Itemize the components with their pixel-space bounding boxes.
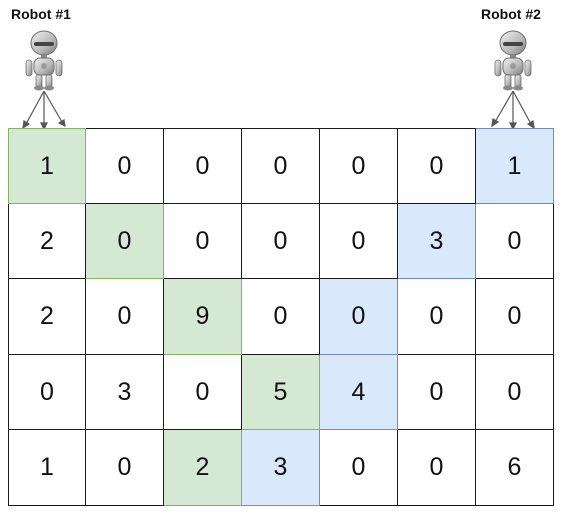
- grid-cell: 0: [164, 128, 242, 204]
- grid-cell: 0: [320, 128, 398, 204]
- grid-cell: 2: [164, 430, 242, 506]
- grid-cell: 0: [242, 204, 320, 279]
- robot-1-move-arrows: [22, 90, 66, 131]
- grid-cell: 1: [476, 128, 554, 204]
- grid-cell: 0: [320, 430, 398, 506]
- grid-cell: 3: [398, 204, 476, 279]
- grid-cell: 1: [8, 430, 86, 506]
- grid-cell: 5: [242, 355, 320, 430]
- grid-cell: 4: [320, 355, 398, 430]
- robot-2-move-arrows: [491, 90, 535, 131]
- robot-1-icon: [22, 30, 66, 131]
- grid-cell: 0: [398, 355, 476, 430]
- grid-cell: 0: [398, 430, 476, 506]
- grid-cell: 3: [242, 430, 320, 506]
- grid-cell: 2: [8, 204, 86, 279]
- grid-cell: 0: [86, 204, 164, 279]
- grid-cell: 9: [164, 279, 242, 355]
- grid-cell: 0: [398, 279, 476, 355]
- robot-2-figure: [494, 30, 532, 91]
- grid-cell: 0: [164, 355, 242, 430]
- grid-cell: 2: [8, 279, 86, 355]
- grid-cell: 0: [320, 279, 398, 355]
- grid-cell: 3: [86, 355, 164, 430]
- grid-cell: 0: [476, 355, 554, 430]
- robot-2-label: Robot #2: [481, 6, 541, 22]
- robot-1-figure: [25, 30, 63, 91]
- robot-1-label: Robot #1: [11, 6, 71, 22]
- grid-cell: 6: [476, 430, 554, 506]
- robot-2-icon: [491, 30, 535, 131]
- grid-cell: 0: [320, 204, 398, 279]
- grid-cell: 0: [164, 204, 242, 279]
- grid-cell: 0: [242, 279, 320, 355]
- grid-cell: 0: [476, 204, 554, 279]
- grid-cell: 1: [8, 128, 86, 204]
- grid-cell: 0: [242, 128, 320, 204]
- grid-cell: 0: [86, 279, 164, 355]
- grid-cell: 0: [8, 355, 86, 430]
- grid-cell: 0: [476, 279, 554, 355]
- grid-cell: 0: [86, 430, 164, 506]
- grid-cell: 0: [398, 128, 476, 204]
- grid-cell: 0: [86, 128, 164, 204]
